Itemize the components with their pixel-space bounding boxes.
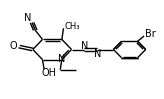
Text: OH: OH (42, 68, 57, 78)
Text: N: N (94, 49, 102, 59)
Text: N: N (81, 41, 88, 51)
Text: CH₃: CH₃ (65, 22, 80, 31)
Text: N: N (58, 54, 66, 64)
Text: Br: Br (145, 29, 156, 39)
Text: O: O (10, 41, 18, 51)
Text: N: N (24, 13, 31, 23)
